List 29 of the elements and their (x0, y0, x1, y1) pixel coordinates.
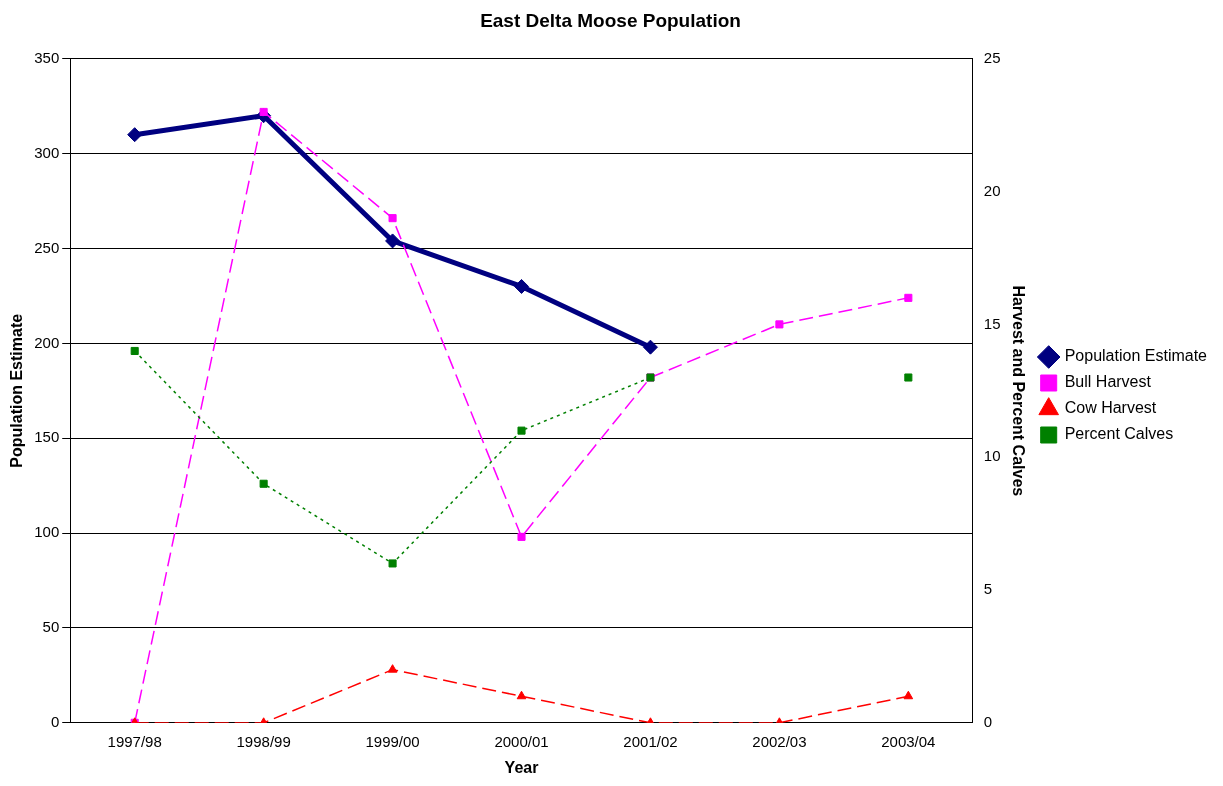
y2-tick-label: 10 (983, 447, 1001, 465)
y2-tick-label: 15 (983, 314, 1001, 332)
y-axis-title: Population Estimate (8, 313, 26, 468)
y2-axis-title: Harvest and Percent Calves (1009, 285, 1027, 497)
legend-label: Population Estimate (1064, 347, 1208, 365)
y-tick-label: 50 (42, 618, 60, 636)
y-tick-label: 0 (50, 712, 60, 730)
y2-tick-label: 25 (983, 48, 1001, 66)
y-tick-label: 300 (34, 143, 60, 161)
y-tick-label: 100 (34, 523, 60, 541)
y2-tick-label: 20 (983, 181, 1001, 199)
legend-label: Percent Calves (1064, 425, 1174, 443)
y2-tick-label: 0 (983, 712, 993, 730)
x-tick-label: 1997/98 (107, 732, 162, 750)
y-tick-label: 350 (34, 48, 60, 66)
y-tick-label: 150 (34, 428, 60, 446)
y-tick-label: 250 (34, 238, 60, 256)
y2-tick-label: 5 (983, 580, 993, 598)
legend-label: Bull Harvest (1064, 373, 1152, 391)
x-axis-title: Year (504, 758, 539, 776)
legend-label: Cow Harvest (1064, 399, 1157, 417)
x-tick-label: 1998/99 (236, 732, 291, 750)
x-tick-label: 2002/03 (752, 732, 807, 750)
x-tick-label: 2001/02 (623, 732, 678, 750)
chart-title: East Delta Moose Population (480, 9, 741, 31)
x-tick-label: 2000/01 (494, 732, 549, 750)
x-tick-label: 1999/00 (365, 732, 420, 750)
x-tick-label: 2003/04 (881, 732, 936, 750)
y-tick-label: 200 (34, 333, 60, 351)
